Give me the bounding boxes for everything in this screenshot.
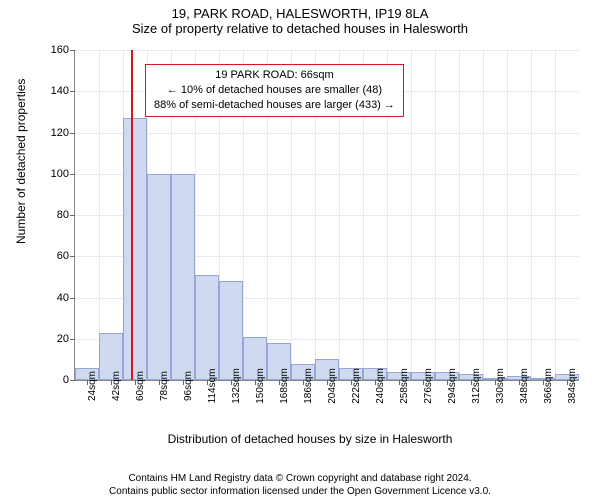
x-tick-label: 348sqm: [519, 368, 530, 404]
x-tick-label: 60sqm: [135, 371, 146, 401]
x-tick-label: 294sqm: [447, 368, 458, 404]
x-tick-label: 96sqm: [183, 371, 194, 401]
y-tick: [70, 339, 75, 340]
y-tick-label: 80: [57, 209, 69, 221]
grid-line: [555, 50, 556, 380]
histogram-bar: [195, 275, 219, 380]
title-subtitle: Size of property relative to detached ho…: [0, 21, 600, 36]
y-tick: [70, 133, 75, 134]
grid-line: [75, 133, 579, 134]
y-tick: [70, 174, 75, 175]
x-tick-label: 204sqm: [327, 368, 338, 404]
property-marker-line: [131, 50, 133, 380]
x-tick-label: 330sqm: [495, 368, 506, 404]
y-tick-label: 140: [51, 85, 69, 97]
grid-line: [411, 50, 412, 380]
x-tick-label: 114sqm: [207, 369, 218, 404]
x-tick-label: 42sqm: [111, 371, 122, 401]
footer-line1: Contains HM Land Registry data © Crown c…: [0, 473, 600, 486]
x-tick-label: 366sqm: [543, 368, 554, 404]
grid-line: [99, 50, 100, 380]
x-tick-label: 276sqm: [423, 368, 434, 404]
footer-line2: Contains public sector information licen…: [0, 486, 600, 499]
chart-area: Number of detached properties 0204060801…: [30, 44, 590, 444]
grid-line: [483, 50, 484, 380]
histogram-bar: [123, 118, 147, 380]
x-tick-label: 186sqm: [303, 368, 314, 404]
x-tick-label: 258sqm: [399, 368, 410, 404]
y-tick: [70, 50, 75, 51]
plot-area: 02040608010012014016024sqm42sqm60sqm78sq…: [74, 50, 579, 381]
y-tick-label: 120: [51, 127, 69, 139]
grid-line: [459, 50, 460, 380]
y-axis-label: Number of detached properties: [14, 79, 28, 244]
grid-line: [507, 50, 508, 380]
y-tick-label: 100: [51, 168, 69, 180]
grid-line: [75, 50, 579, 51]
chart-footer: Contains HM Land Registry data © Crown c…: [0, 473, 600, 498]
grid-line: [435, 50, 436, 380]
y-tick: [70, 298, 75, 299]
y-tick: [70, 91, 75, 92]
title-address: 19, PARK ROAD, HALESWORTH, IP19 8LA: [0, 6, 600, 21]
histogram-bar: [219, 281, 243, 380]
y-tick-label: 0: [63, 374, 69, 386]
x-tick-label: 168sqm: [279, 368, 290, 404]
x-axis-label: Distribution of detached houses by size …: [30, 432, 590, 446]
y-tick-label: 20: [57, 333, 69, 345]
chart-title-block: 19, PARK ROAD, HALESWORTH, IP19 8LA Size…: [0, 0, 600, 36]
x-tick-label: 240sqm: [375, 368, 386, 404]
x-tick-label: 150sqm: [255, 368, 266, 404]
y-tick-label: 160: [51, 44, 69, 56]
grid-line: [531, 50, 532, 380]
y-tick: [70, 256, 75, 257]
x-tick-label: 312sqm: [471, 368, 482, 404]
y-tick: [70, 380, 75, 381]
x-tick-label: 24sqm: [87, 371, 98, 401]
histogram-bar: [147, 174, 171, 380]
info-box-line1: 19 PARK ROAD: 66sqm: [154, 68, 395, 83]
y-tick-label: 60: [57, 250, 69, 262]
x-tick-label: 78sqm: [159, 371, 170, 401]
marker-info-box: 19 PARK ROAD: 66sqm ← 10% of detached ho…: [145, 64, 404, 117]
info-box-line3: 88% of semi-detached houses are larger (…: [154, 98, 395, 113]
x-tick-label: 384sqm: [567, 368, 578, 404]
info-box-line2: ← 10% of detached houses are smaller (48…: [154, 83, 395, 98]
histogram-bar: [171, 174, 195, 380]
x-tick-label: 132sqm: [231, 368, 242, 404]
y-tick: [70, 215, 75, 216]
y-tick-label: 40: [57, 292, 69, 304]
x-tick-label: 222sqm: [351, 368, 362, 404]
